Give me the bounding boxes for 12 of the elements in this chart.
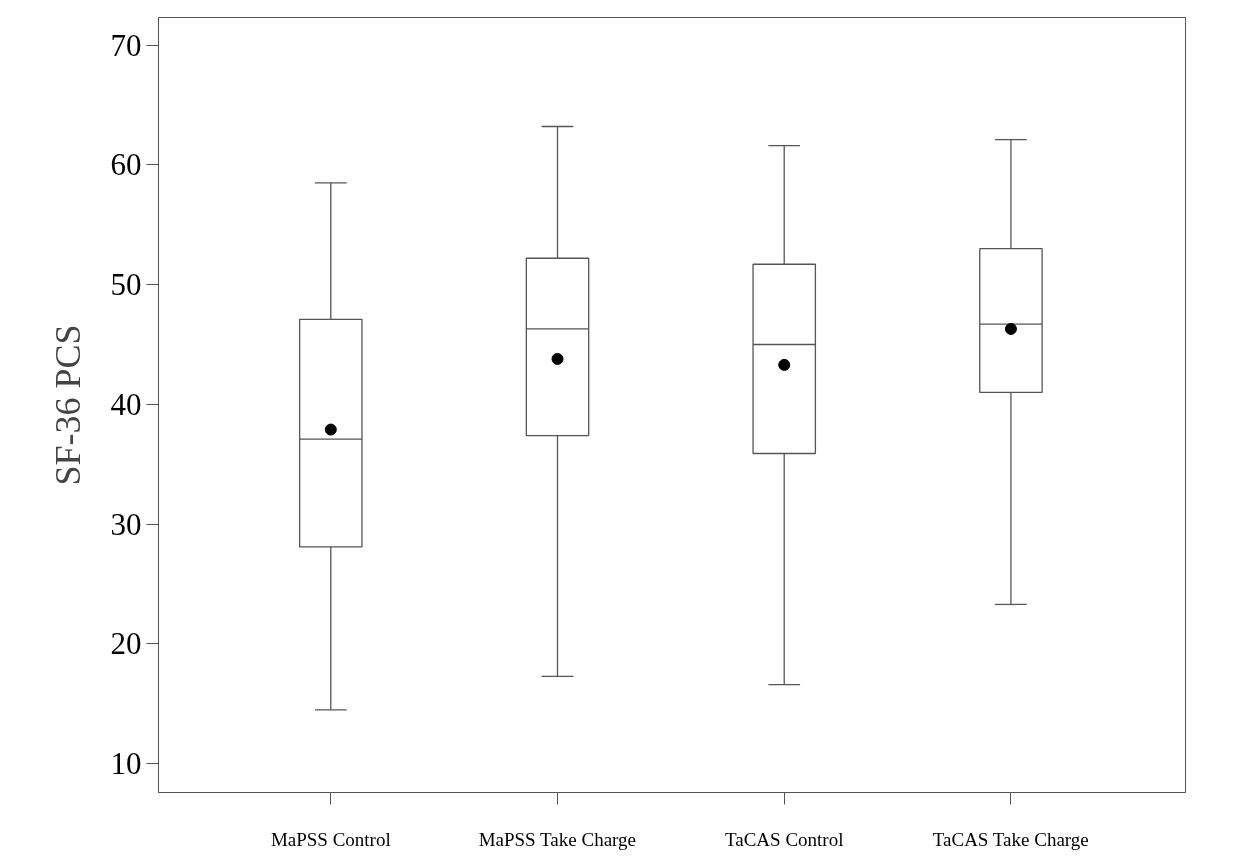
x-tick-label: MaPSS Control [270, 828, 391, 850]
x-tick-label: TaCAS Control [724, 828, 844, 850]
x-tick-label: TaCAS Take Charge [932, 828, 1089, 850]
y-tick-label: 20 [110, 626, 142, 662]
y-tick-label: 50 [110, 267, 142, 303]
y-axis-title: SF-36 PCS [47, 324, 88, 486]
y-tick-label: 60 [110, 147, 142, 183]
y-tick-label: 40 [110, 386, 142, 422]
y-tick-label: 70 [110, 27, 142, 63]
y-tick-label: 30 [110, 506, 142, 542]
x-tick-label: MaPSS Take Charge [478, 828, 637, 850]
y-tick-label: 10 [110, 746, 142, 782]
